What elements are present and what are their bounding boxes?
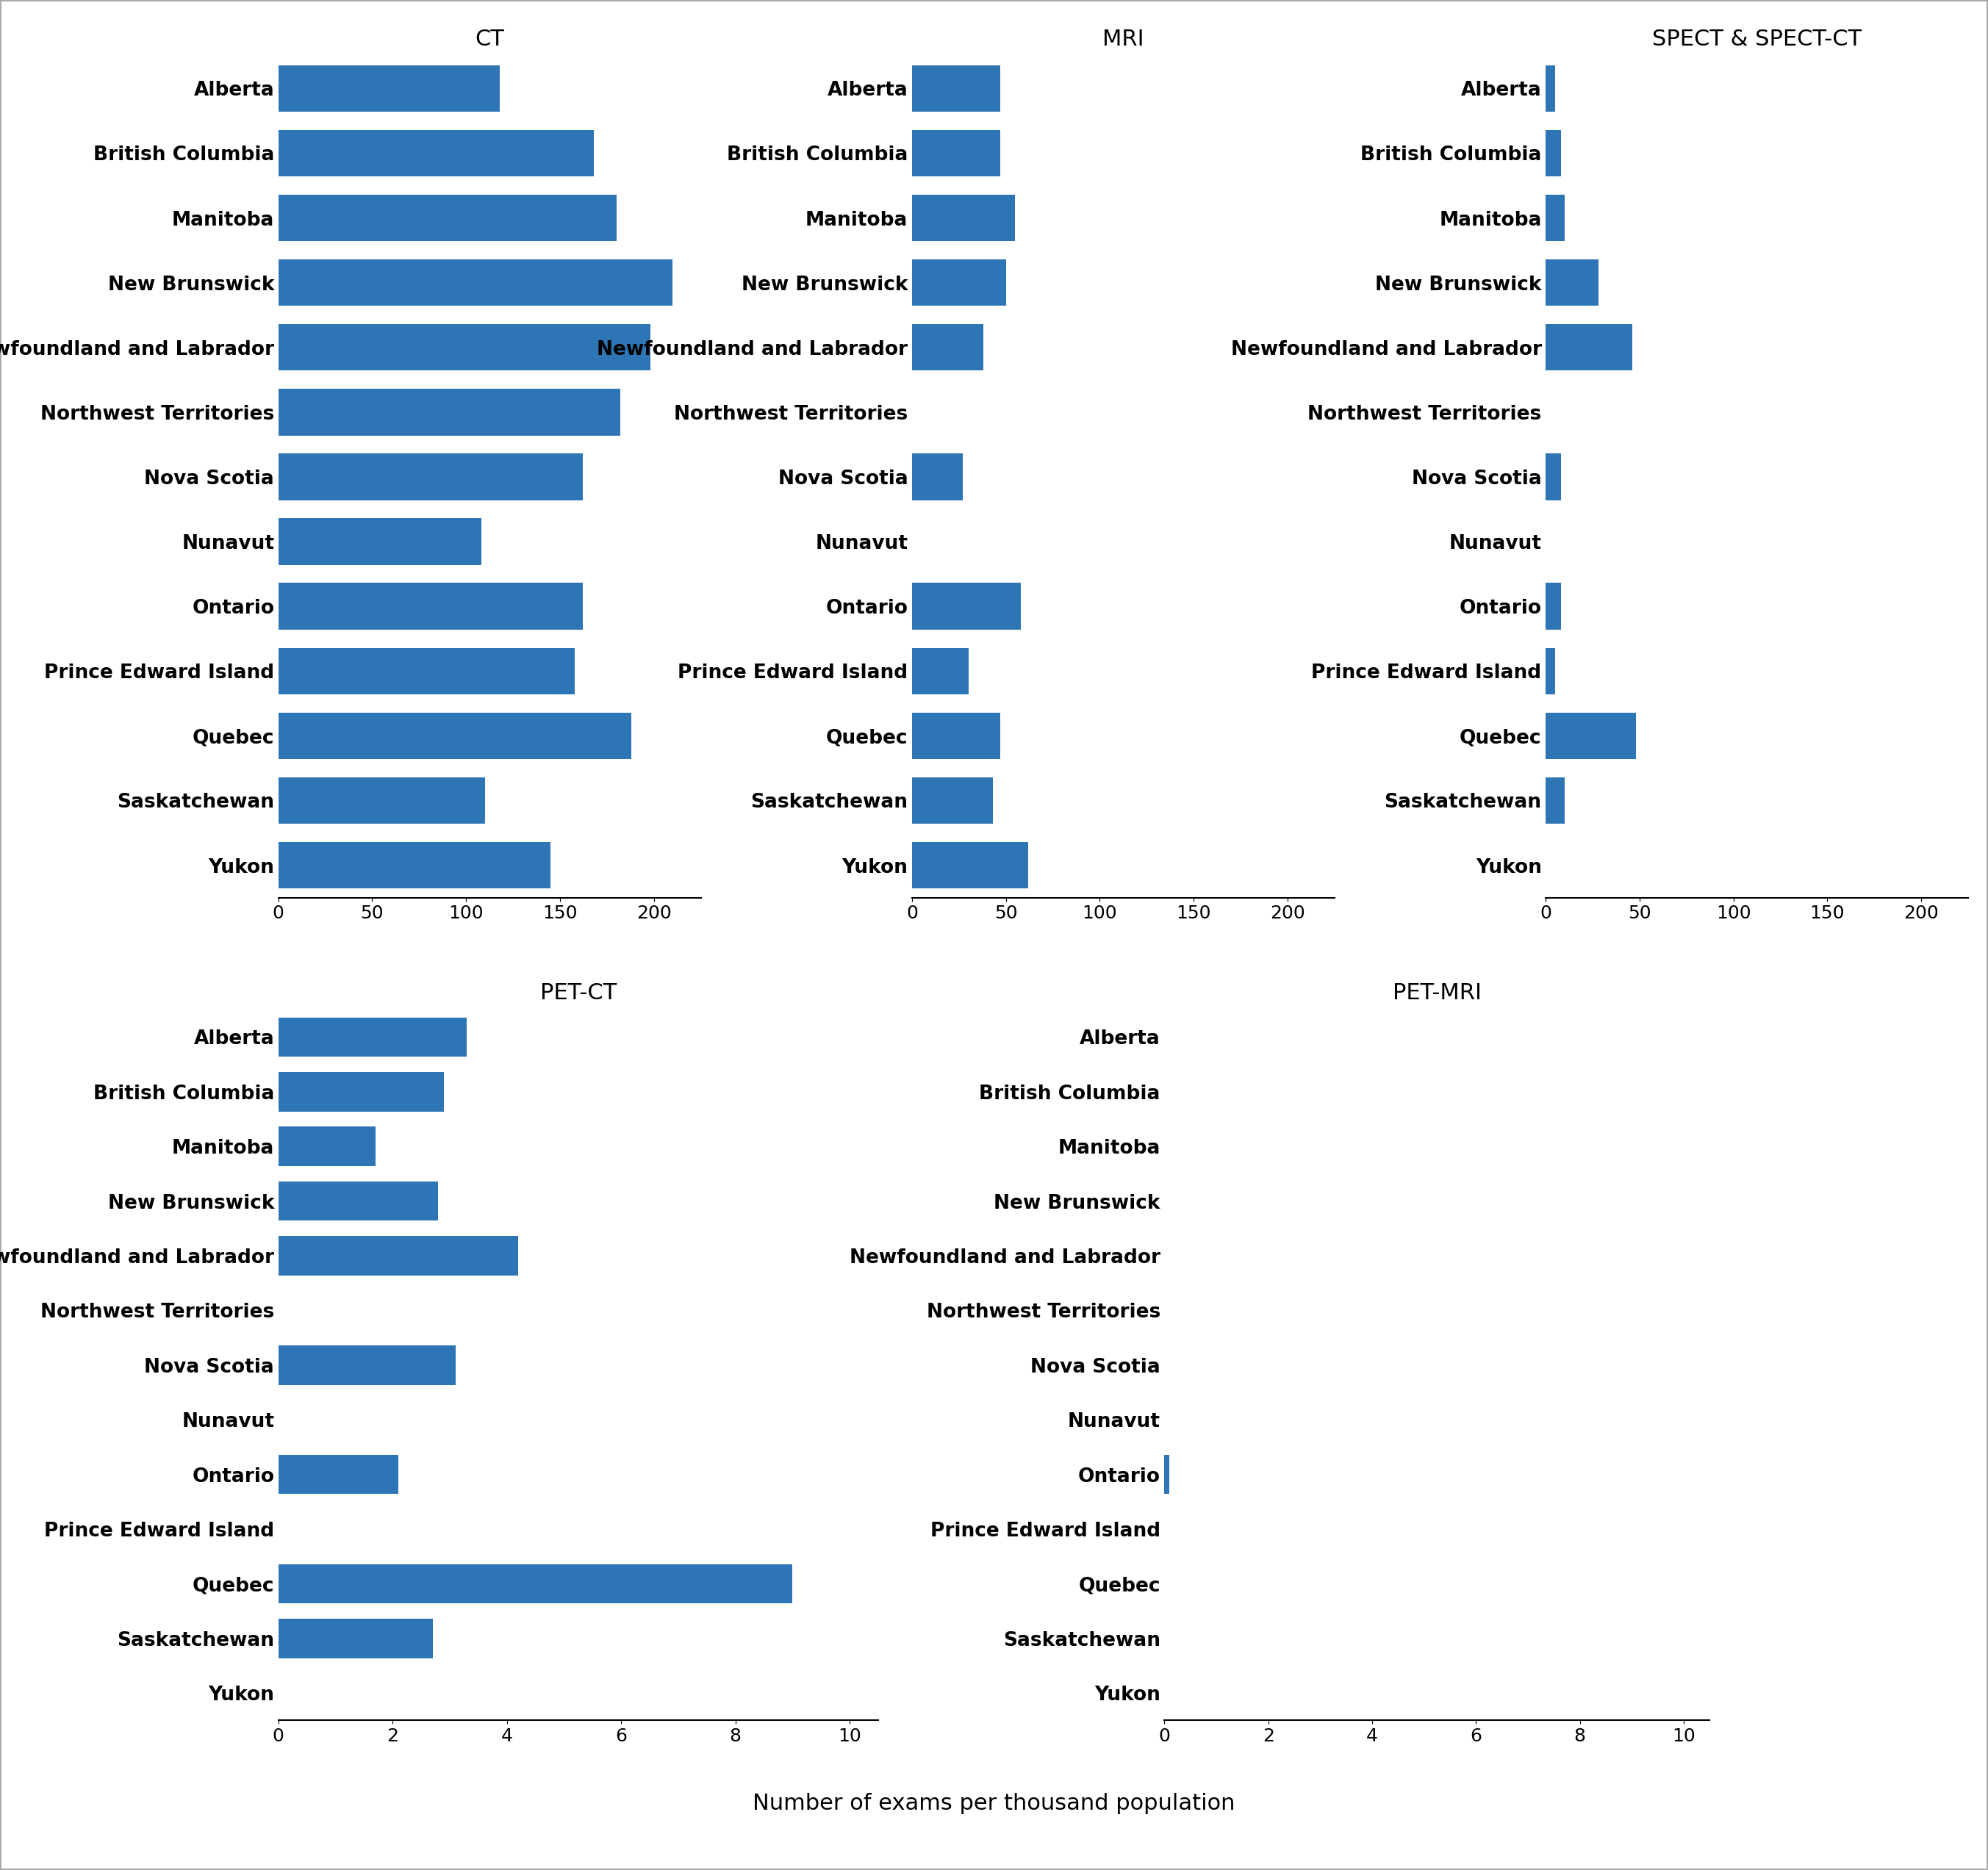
Bar: [1545, 778, 1565, 825]
Bar: [278, 1072, 443, 1111]
Bar: [278, 1345, 455, 1386]
Bar: [278, 1455, 398, 1494]
Title: PET-CT: PET-CT: [541, 984, 616, 1004]
Bar: [912, 194, 1016, 241]
Bar: [278, 647, 575, 694]
Bar: [278, 454, 582, 499]
Bar: [278, 1182, 437, 1221]
Title: SPECT & SPECT-CT: SPECT & SPECT-CT: [1652, 30, 1861, 50]
Title: CT: CT: [475, 30, 505, 50]
Bar: [912, 583, 1022, 630]
Bar: [912, 260, 1006, 307]
Title: PET-MRI: PET-MRI: [1392, 984, 1481, 1004]
Bar: [278, 778, 485, 825]
Bar: [278, 583, 582, 630]
Bar: [278, 324, 650, 370]
Bar: [278, 712, 632, 759]
Bar: [278, 129, 594, 176]
Bar: [912, 454, 962, 499]
Title: MRI: MRI: [1103, 30, 1143, 50]
Bar: [912, 65, 1000, 112]
Bar: [1545, 260, 1598, 307]
Bar: [278, 1619, 433, 1659]
Bar: [912, 778, 992, 825]
Bar: [1545, 65, 1555, 112]
Text: Number of exams per thousand population: Number of exams per thousand population: [753, 1793, 1235, 1814]
Bar: [1545, 324, 1632, 370]
Bar: [278, 1236, 519, 1275]
Bar: [278, 260, 672, 307]
Bar: [912, 842, 1028, 888]
Bar: [1545, 647, 1555, 694]
Bar: [278, 518, 481, 565]
Bar: [278, 1128, 376, 1167]
Bar: [1165, 1455, 1169, 1494]
Bar: [278, 1563, 793, 1603]
Bar: [912, 324, 984, 370]
Bar: [278, 1017, 467, 1057]
Bar: [1545, 583, 1561, 630]
Bar: [912, 647, 968, 694]
Bar: [278, 194, 616, 241]
Bar: [278, 65, 499, 112]
Bar: [1545, 194, 1565, 241]
Bar: [1545, 712, 1636, 759]
Bar: [912, 129, 1000, 176]
Bar: [278, 842, 551, 888]
Bar: [1545, 129, 1561, 176]
Bar: [278, 389, 620, 436]
Bar: [1545, 454, 1561, 499]
Bar: [912, 712, 1000, 759]
